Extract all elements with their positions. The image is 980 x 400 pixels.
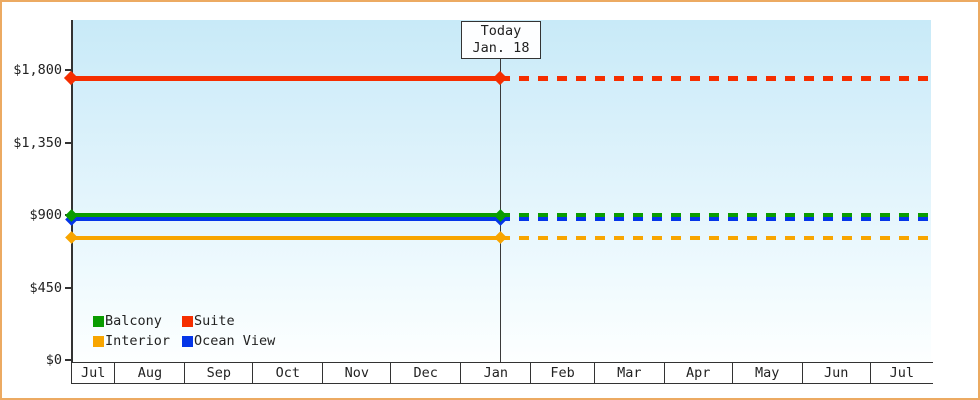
y-axis-tick [65,69,72,71]
month-cell-jul: Jul [71,363,114,383]
month-cell-jan: Jan [460,363,530,383]
legend-swatch-icon [93,315,104,327]
price-line-dashed-interior [500,236,931,240]
price-line-dashed-ocean-view [500,217,931,221]
today-annotation-title: Today [480,23,522,39]
legend-swatch-icon [182,315,193,327]
month-cell-may: May [731,363,802,383]
legend-item-suite: Suite [182,313,235,329]
month-cell-dec: Dec [390,363,460,383]
y-axis-tick [65,359,72,361]
month-cell-apr: Apr [663,363,732,383]
price-line-dashed-balcony [500,213,931,217]
legend-label: Ocean View [194,333,276,349]
month-cell-sep: Sep [184,363,252,383]
month-cell-mar: Mar [593,363,664,383]
month-cell-feb: Feb [530,363,593,383]
y-axis-tick-label: $1,800 [13,62,62,78]
month-cell-aug: Aug [114,363,184,383]
month-cell-jul: Jul [869,363,933,383]
y-axis-tick-label: $0 [45,352,62,368]
y-axis-tick-label: $900 [29,207,62,223]
legend-swatch-icon [182,335,193,347]
y-axis-tick-label: $450 [29,279,62,296]
month-cell-oct: Oct [252,363,322,383]
month-cell-nov: Nov [322,363,390,383]
month-cell-jun: Jun [801,363,870,383]
price-line-solid-balcony [73,213,500,217]
plot-area-background [73,20,931,362]
legend-item-balcony: Balcony [93,313,162,329]
today-annotation-box: Today Jan. 18 [461,21,541,59]
today-annotation-date: Jan. 18 [472,40,530,56]
price-line-solid-suite [73,76,500,81]
legend-label: Balcony [105,313,162,329]
y-axis-tick [65,141,72,144]
legend-item-ocean-view: Ocean View [182,333,276,349]
legend-item-interior: Interior [93,333,171,349]
price-line-solid-ocean-view [73,217,500,221]
legend-label: Suite [194,313,235,329]
y-axis-tick-label: $1,350 [13,134,62,151]
legend-label: Interior [105,333,171,349]
y-axis-tick [65,286,72,289]
price-line-solid-interior [73,236,500,240]
price-line-dashed-suite [500,76,931,81]
x-axis-month-band: Jul Aug Sep Oct Nov Dec Jan Feb Mar Apr May Jun Jul [71,362,933,384]
y-axis-line [71,20,73,362]
legend-swatch-icon [93,335,104,347]
